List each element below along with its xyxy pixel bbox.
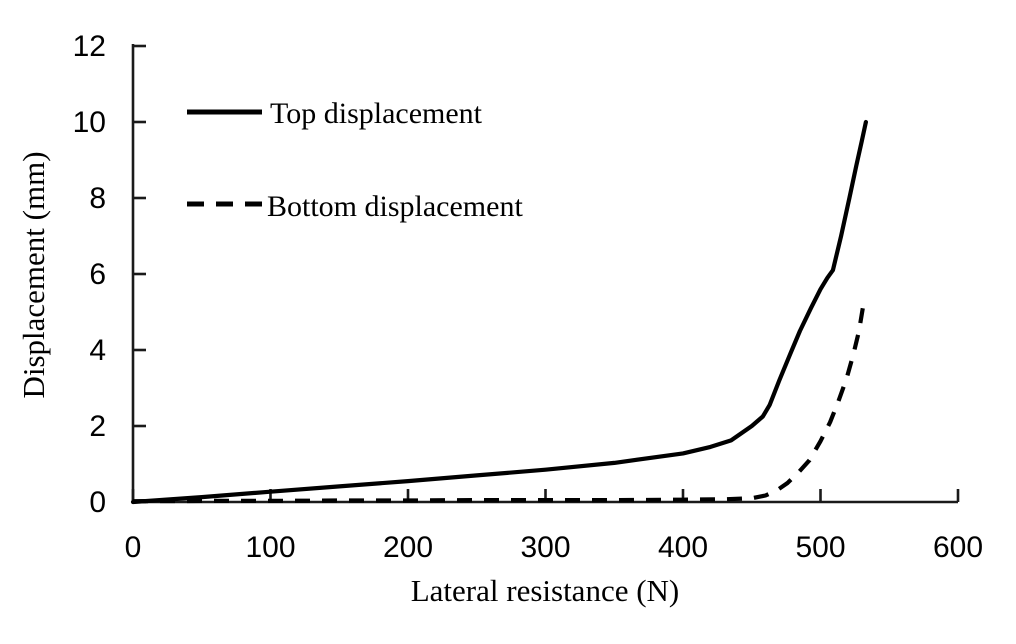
y-tick-label: 8 [89,182,106,215]
y-tick-label: 4 [89,334,106,367]
x-tick-label: 300 [520,531,570,564]
x-tick-label: 500 [795,531,845,564]
y-tick-label: 12 [73,30,106,63]
series-line-top-displacement [130,119,869,505]
series-line-bottom-displacement [132,305,866,504]
x-tick-label: 0 [125,531,142,564]
y-axis-title: Displacement (mm) [16,151,51,398]
x-tick-label: 400 [658,531,708,564]
y-tick-label: 0 [89,486,106,519]
y-tick-label: 2 [89,410,106,443]
y-tick-label: 6 [89,258,106,291]
legend-label-bottom-displacement: Bottom displacement [267,190,523,223]
legend: Top displacement Bottom displacement [187,97,523,223]
x-tick-label: 100 [245,531,295,564]
y-tick-label: 10 [73,106,106,139]
x-axis-title: Lateral resistance (N) [411,573,680,608]
axes: 0 100 200 300 400 500 600 0 2 4 6 8 10 12 [73,30,983,564]
x-tick-label: 600 [933,531,983,564]
data-series [130,119,869,505]
x-tick-label: 200 [383,531,433,564]
legend-label-top-displacement: Top displacement [270,97,483,130]
